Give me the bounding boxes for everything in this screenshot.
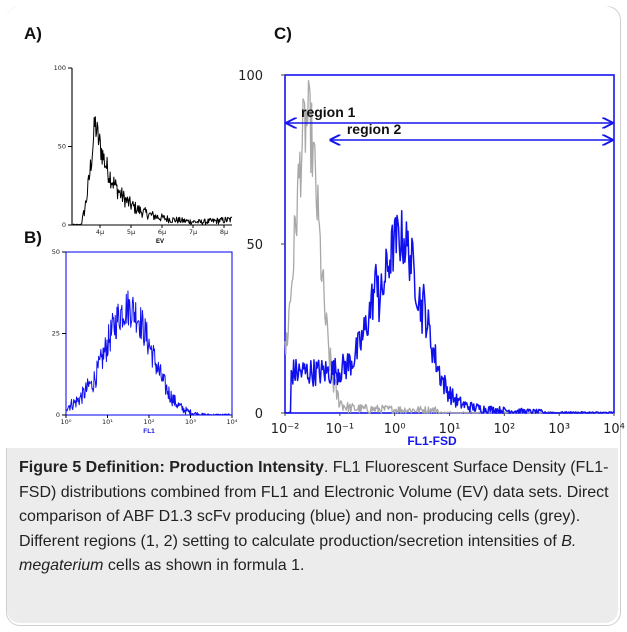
panel-a-x-tick-label: 7μ [189, 228, 197, 236]
figure-caption: Figure 5 Definition: Production Intensit… [19, 456, 609, 579]
panel-b-x-label: FL1 [143, 428, 155, 435]
panel-b-x-tick-label: 10⁰ [61, 418, 72, 426]
panel-a-label: A) [24, 24, 42, 43]
panel-b-box [65, 251, 233, 416]
panel-c-blue-curve [284, 209, 615, 414]
panel-b-x-tick-label: 10³ [185, 418, 196, 426]
panel-b-y-tick-label: 50 [52, 248, 60, 256]
panel-b-x-tick-label: 10² [144, 418, 155, 426]
panel-c-x-tick-label: 10² [493, 422, 515, 437]
panel-a-x-label: EV [156, 239, 164, 245]
caption-italic: B. megaterium [19, 532, 577, 575]
region-1-label: region 1 [301, 104, 356, 120]
panel-b-fl1-curve [65, 290, 232, 416]
panel-b-y-tick-label: 0 [56, 411, 60, 419]
panel-c-frame: 0 50 100 10⁻² 10⁻¹ 10⁰ 10¹ 10² 10³ 10⁴ FL1-FSD [238, 69, 625, 448]
caption-tail: cells as shown in formula 1. [103, 557, 305, 574]
panel-b-x-tick-label: 10¹ [102, 418, 113, 426]
panel-c-x-tick-label: 10⁴ [603, 422, 625, 437]
caption-title: Figure 5 Definition: Production Intensit… [19, 459, 324, 476]
caption-box [7, 448, 618, 623]
panel-c-y-tick-label: 100 [238, 69, 263, 84]
panel-a-x-tick-label: 5μ [127, 228, 135, 236]
panel-c-x-tick-label: 10⁻¹ [326, 422, 355, 437]
region-2-label: region 2 [347, 121, 402, 137]
panel-c-y-tick-label: 50 [246, 238, 263, 253]
panel-c-x-label: FL1-FSD [407, 434, 457, 448]
panel-a-x-tick-label: 4μ [96, 228, 104, 236]
panel-a-y-tick-label: 100 [54, 64, 66, 72]
caption-text: . FL1 Fluorescent Surface Density (FL1-F… [19, 459, 609, 550]
panel-c-label: C) [274, 24, 292, 43]
panel-b-frame: 0 25 50 10⁰ 10¹ 10² 10³ 10⁴ FL1 [52, 248, 238, 435]
panel-b-label: B) [24, 228, 42, 247]
panel-b-x-tick-label: 10⁴ [227, 418, 238, 426]
panel-c-x-tick-label: 10¹ [439, 422, 461, 437]
panel-a-x-tick-label: 8μ [220, 228, 228, 236]
panel-a-x-tick-label: 6μ [158, 228, 166, 236]
panel-c-y-tick-label: 0 [255, 407, 263, 422]
panel-c-x-tick-label: 10³ [548, 422, 570, 437]
panel-b-y-tick-label: 25 [52, 330, 60, 338]
panel-a-ev-curve [71, 116, 233, 226]
panel-c-x-tick-label: 10⁻² [271, 422, 300, 437]
panel-a-y-tick-label: 50 [58, 143, 66, 151]
panel-a-y-tick-label: 0 [62, 221, 66, 229]
panel-c-x-tick-label: 10⁰ [384, 422, 406, 437]
panel-a-frame: 0 50 100 4μ 5μ 6μ 7μ 8μ EV [54, 64, 232, 245]
